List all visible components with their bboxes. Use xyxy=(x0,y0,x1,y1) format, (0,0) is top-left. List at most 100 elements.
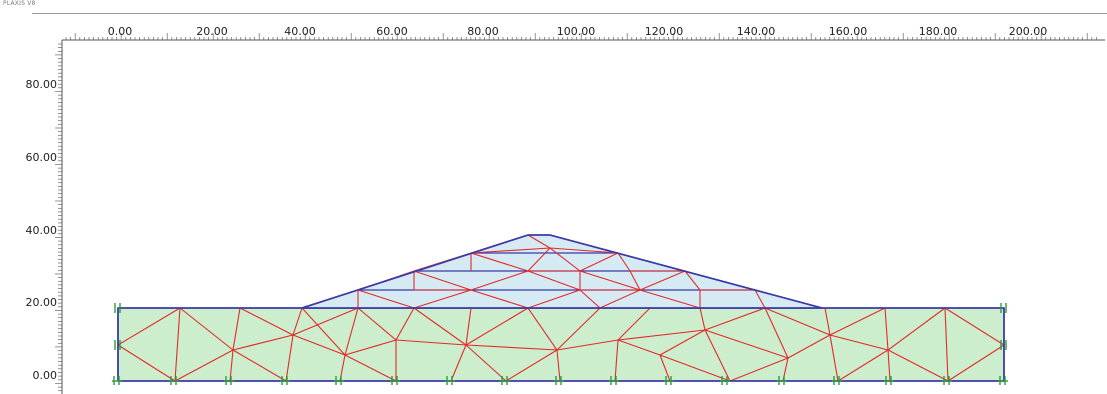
mesh-element-edge xyxy=(829,334,889,351)
y-tick-label: 20.00 xyxy=(26,296,58,309)
mesh-element-edge xyxy=(947,344,1005,382)
mesh-element-edge xyxy=(395,339,467,346)
x-tick-label: 100.00 xyxy=(557,25,596,38)
left-ruler-minor-ticks xyxy=(55,43,62,392)
mesh-element-edge xyxy=(617,252,631,272)
mesh-element-edge xyxy=(179,307,234,351)
mesh-element-edge xyxy=(556,349,561,382)
mesh-element-edge xyxy=(829,307,886,336)
y-tick-label: 80.00 xyxy=(26,78,58,91)
finite-element-mesh xyxy=(117,234,1005,382)
mesh-element-edge xyxy=(239,307,294,336)
mesh-element-edge xyxy=(465,307,529,346)
x-tick-label: 20.00 xyxy=(196,25,228,38)
x-tick-label: 0.00 xyxy=(108,25,133,38)
left-ruler-labels: 80.00 60.00 40.00 20.00 0.00 xyxy=(26,78,58,382)
mesh-element-edge xyxy=(413,270,472,291)
mesh-element-edge xyxy=(617,329,706,341)
mesh-element-edge xyxy=(704,329,731,382)
x-tick-label: 40.00 xyxy=(284,25,316,38)
left-ruler: 80.00 60.00 40.00 20.00 0.00 xyxy=(26,40,63,394)
y-tick-label: 60.00 xyxy=(26,151,58,164)
mesh-element-edge xyxy=(824,307,831,336)
mesh-element-edge xyxy=(579,289,601,309)
mesh-element-edge xyxy=(117,344,176,382)
top-ruler-minor-ticks xyxy=(65,33,1097,40)
mesh-element-edge xyxy=(659,354,671,382)
mesh-element-edge xyxy=(704,329,789,359)
mesh-element-edge xyxy=(232,349,287,382)
mesh-element-edge xyxy=(470,252,529,272)
mesh-element-edge xyxy=(944,307,949,382)
mesh-element-edge xyxy=(505,349,558,382)
mesh-element-edge xyxy=(639,270,686,291)
mesh-element-edge xyxy=(395,307,415,341)
mesh-element-edge xyxy=(527,234,551,249)
mesh-element-edge xyxy=(357,307,397,341)
mesh-element-edge xyxy=(887,349,949,382)
mesh-element-edge xyxy=(764,307,789,359)
mesh-element-edge xyxy=(829,334,839,382)
foundation-cluster[interactable] xyxy=(117,307,1005,382)
mesh-element-edge xyxy=(764,307,831,336)
mesh-element-edge xyxy=(944,307,1005,346)
mesh-element-edge xyxy=(699,307,706,331)
mesh-element-edge xyxy=(579,270,641,291)
mesh-element-edge xyxy=(232,307,241,351)
mesh-element-edge xyxy=(527,289,581,309)
mesh-element-edge xyxy=(527,270,581,291)
mesh-element-edge xyxy=(285,334,294,382)
x-tick-label: 120.00 xyxy=(645,25,684,38)
x-tick-label: 200.00 xyxy=(1009,25,1048,38)
mesh-element-edge xyxy=(465,344,558,351)
mesh-element-edge xyxy=(292,307,303,336)
mesh-element-edge xyxy=(174,307,181,382)
x-tick-label: 80.00 xyxy=(467,25,499,38)
y-tick-label: 40.00 xyxy=(26,224,58,237)
mesh-element-edge xyxy=(465,307,472,346)
mesh-element-edge xyxy=(292,307,359,336)
mesh-element-edge xyxy=(344,307,359,356)
mesh-element-edge xyxy=(450,344,467,382)
mesh-element-edge xyxy=(837,349,889,382)
mesh-element-edge xyxy=(527,247,551,272)
mesh-element-edge xyxy=(887,349,891,382)
mesh-element-edge xyxy=(884,307,889,351)
mesh-element-edge xyxy=(887,307,946,351)
mesh-element-edge xyxy=(549,247,619,254)
mesh-element-edge xyxy=(527,307,558,351)
boundary-fixities xyxy=(112,303,1008,385)
x-tick-label: 160.00 xyxy=(829,25,868,38)
mesh-element-edge xyxy=(629,270,641,291)
mesh-element-edge xyxy=(344,339,397,356)
ruler-frame-line xyxy=(32,13,1107,14)
top-ruler: 0.00 20.00 40.00 60.00 80.00 100.00 120.… xyxy=(62,25,1105,41)
app-title: PLAXIS V8 xyxy=(3,0,36,7)
mesh-element-edge xyxy=(232,334,294,351)
mesh-element-edge xyxy=(470,247,551,254)
mesh-element-edge xyxy=(465,344,507,382)
mesh-element-edge xyxy=(599,289,641,309)
mesh-element-edge xyxy=(659,329,706,356)
mesh-element-edge xyxy=(787,334,831,359)
mesh-element-edge xyxy=(617,307,651,341)
mesh-element-edge xyxy=(301,307,346,356)
mesh-element-edge xyxy=(729,357,789,382)
top-ruler-labels: 0.00 20.00 40.00 60.00 80.00 100.00 120.… xyxy=(108,25,1048,38)
x-tick-label: 180.00 xyxy=(919,25,958,38)
y-tick-label: 0.00 xyxy=(33,369,58,382)
mesh-element-edge xyxy=(704,307,766,331)
mesh-element-edge xyxy=(413,307,467,346)
mesh-element-edge xyxy=(413,289,472,309)
mesh-element-edge xyxy=(344,354,397,382)
mesh-element-edge xyxy=(549,247,581,272)
mesh-element-edge xyxy=(684,270,701,291)
mesh-element-edge xyxy=(470,270,529,291)
mesh-element-edge xyxy=(659,354,731,382)
mesh-element-edge xyxy=(556,339,619,351)
mesh-element-edge xyxy=(229,349,234,382)
boundary-line xyxy=(301,234,823,309)
mesh-element-edge xyxy=(357,289,415,309)
mesh-element-edge xyxy=(579,252,619,272)
